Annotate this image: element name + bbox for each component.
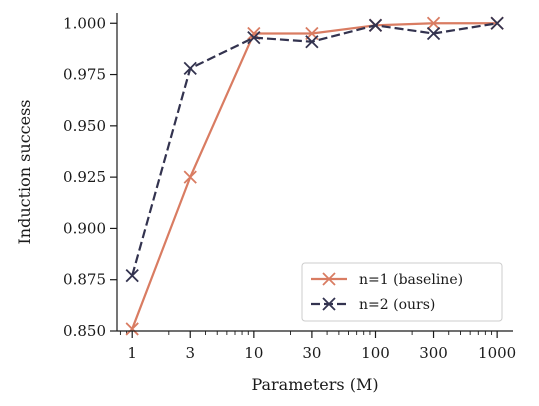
legend-label: n=1 (baseline) <box>359 272 463 288</box>
y-tick-label: 0.975 <box>63 66 106 84</box>
y-tick-label: 0.925 <box>63 168 106 186</box>
series-2 <box>125 16 504 283</box>
legend: n=1 (baseline) n=2 (ours) <box>301 262 503 322</box>
x-tick-label: 1 <box>127 344 137 362</box>
legend-marker <box>322 297 336 311</box>
data-point <box>426 26 441 41</box>
legend-entry: n=2 (ours) <box>311 297 435 313</box>
data-point <box>426 16 441 30</box>
data-point <box>183 61 197 76</box>
y-tick-label: 0.875 <box>63 271 106 289</box>
legend-marker <box>322 272 336 286</box>
x-axis-ticks: 1 3 10 30 100 300 1000 <box>127 331 516 362</box>
x-tick-label: 3 <box>185 344 195 362</box>
data-point <box>183 170 197 184</box>
data-point <box>125 322 139 336</box>
y-axis-title: Induction success <box>15 99 34 244</box>
x-tick-label: 30 <box>302 344 321 362</box>
data-point <box>247 30 261 45</box>
y-tick-label: 0.850 <box>63 322 106 340</box>
legend-box <box>301 262 503 322</box>
x-tick-label: 1000 <box>478 344 516 362</box>
series-line <box>131 22 498 276</box>
data-point <box>490 16 504 30</box>
y-axis-ticks: 0.850 0.875 0.900 0.925 0.950 0.975 1.000 <box>63 14 117 340</box>
y-tick-label: 0.950 <box>63 117 106 135</box>
data-point <box>368 18 383 32</box>
x-tick-label: 100 <box>361 344 390 362</box>
x-axis-title: Parameters (M) <box>251 375 378 394</box>
x-minor-ticks <box>119 331 493 335</box>
legend-entry: n=1 (baseline) <box>311 272 463 288</box>
x-tick-label: 300 <box>419 344 448 362</box>
data-point <box>305 35 319 49</box>
series-layer <box>125 16 504 336</box>
y-tick-label: 0.900 <box>63 219 106 237</box>
x-tick-label: 10 <box>244 344 263 362</box>
data-point <box>125 268 139 283</box>
legend-label: n=2 (ours) <box>359 297 435 313</box>
y-tick-label: 1.000 <box>63 14 106 32</box>
